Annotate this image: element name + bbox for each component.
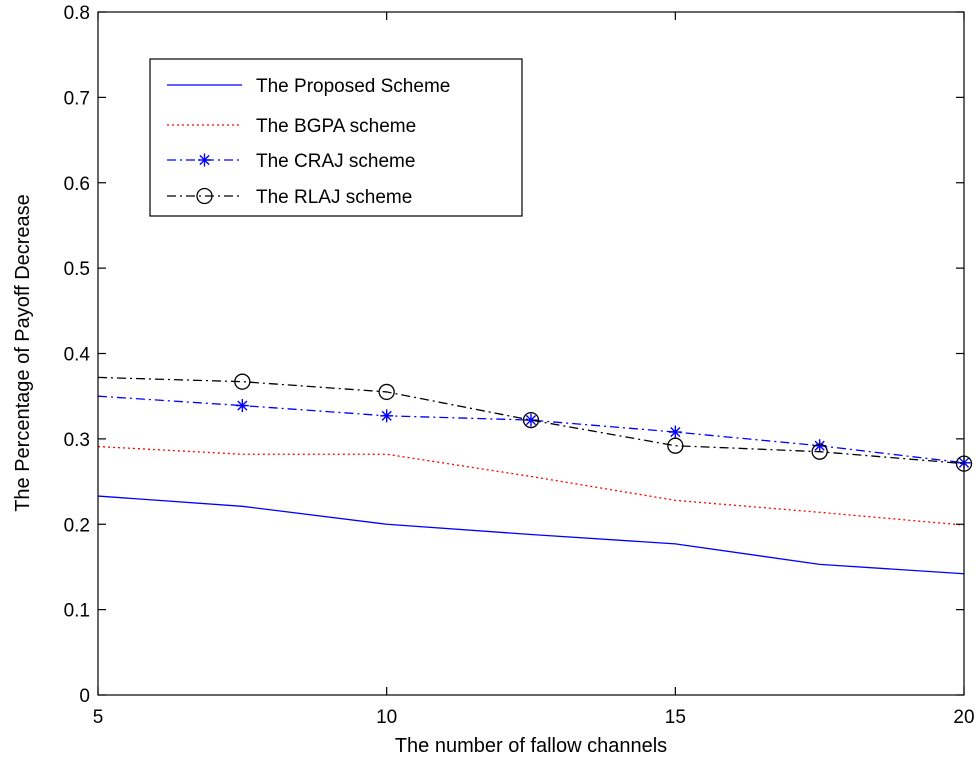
data-point-2-4 xyxy=(668,425,682,439)
data-point-3-2-shape xyxy=(378,383,395,401)
legend-label: The BGPA scheme xyxy=(256,116,416,137)
data-point-3-5 xyxy=(811,443,828,460)
legend-label: The CRAJ scheme xyxy=(256,151,415,172)
series-2 xyxy=(97,395,971,470)
legend-label: The RLAJ scheme xyxy=(256,187,412,208)
y-tick-label: 0.8 xyxy=(64,3,90,24)
data-point-2-1 xyxy=(235,399,249,413)
legend-label: The Proposed Scheme xyxy=(256,76,450,97)
data-point-3-3 xyxy=(522,411,540,429)
y-tick-label: 0.2 xyxy=(64,515,90,536)
series-layer xyxy=(97,373,973,575)
data-point-2-2-stroke xyxy=(381,410,392,421)
data-point-2-3-stroke xyxy=(525,415,537,426)
data-point-3-5-shape xyxy=(811,443,828,460)
y-tick-label: 0.1 xyxy=(64,601,90,622)
y-tick-label: 0.4 xyxy=(64,345,91,366)
series-1 xyxy=(97,445,965,526)
data-point-3-3-shape xyxy=(522,411,540,429)
data-point-3-1 xyxy=(234,373,251,390)
y-tick-label: 0.5 xyxy=(64,259,90,280)
legend-item: The CRAJ scheme xyxy=(167,151,415,172)
data-point-2-3 xyxy=(524,413,538,427)
data-point-2-4-stroke xyxy=(670,426,681,438)
series-line-3 xyxy=(97,376,965,465)
y-tick-label: 0.3 xyxy=(64,430,90,451)
series-0 xyxy=(97,495,965,575)
y-axis: 0 0.1 0.2 0.3 0.4 0.5 0.6 0.7 0.8 xyxy=(64,3,964,707)
x-tick-label: 10 xyxy=(376,707,397,728)
series-line-1 xyxy=(97,445,965,526)
y-tick-label: 0.6 xyxy=(64,174,90,195)
data-point-2-1-stroke xyxy=(237,400,248,411)
legend: The Proposed Scheme The BGPA scheme The CR… xyxy=(149,58,523,217)
legend-marker-stroke xyxy=(199,154,210,166)
x-tick-label: 15 xyxy=(665,707,686,728)
x-tick-label: 5 xyxy=(93,707,104,728)
data-point-3-2 xyxy=(378,383,395,401)
legend-item: The Proposed Scheme xyxy=(167,76,450,97)
y-tick-label: 0.7 xyxy=(64,88,90,109)
x-axis-title: The number of fallow channels xyxy=(395,735,667,757)
data-point-3-4 xyxy=(667,437,684,454)
series-line-0 xyxy=(97,495,965,575)
legend-item: The RLAJ scheme xyxy=(167,187,412,208)
data-point-2-5-stroke xyxy=(814,440,825,451)
data-point-2-2 xyxy=(380,409,394,423)
legend-item: The BGPA scheme xyxy=(167,116,416,137)
y-tick-label: 0 xyxy=(79,686,90,707)
x-tick-label: 20 xyxy=(953,707,974,728)
data-point-3-4-shape xyxy=(667,437,684,454)
legend-marker xyxy=(196,187,213,205)
legend-marker-shape xyxy=(196,187,213,205)
data-point-3-1-shape xyxy=(234,373,251,390)
legend-marker xyxy=(198,153,211,167)
x-axis: 5 10 15 20 xyxy=(93,12,975,728)
y-axis-title: The Percentage of Payoff Decrease xyxy=(12,194,34,512)
